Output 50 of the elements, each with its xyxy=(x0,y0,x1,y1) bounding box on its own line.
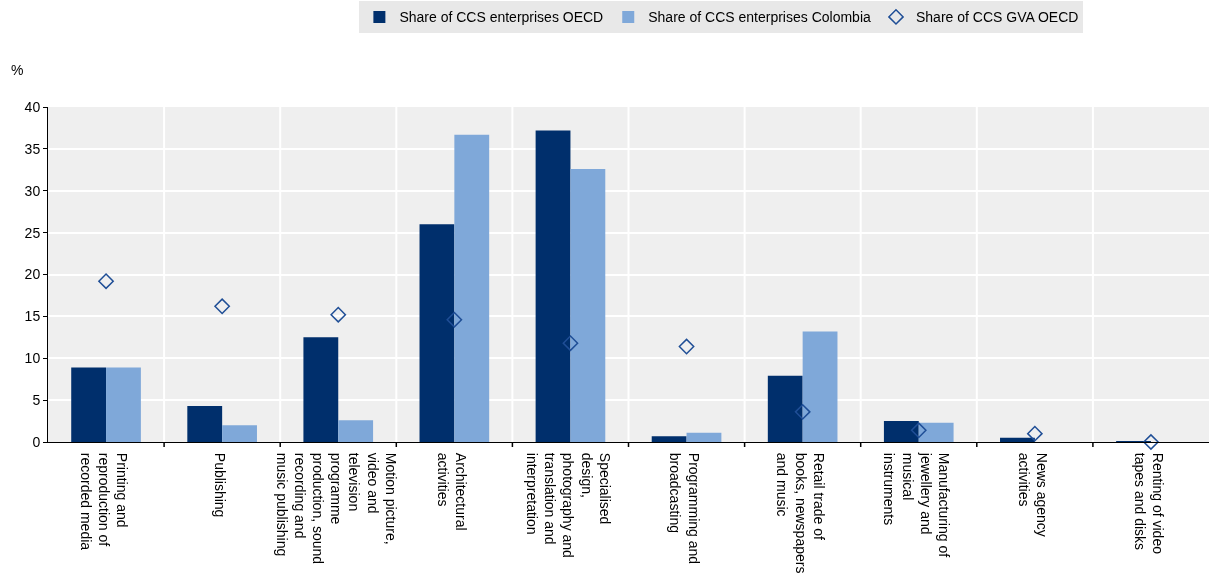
x-tick-label: News agency activities xyxy=(1015,452,1050,537)
bar xyxy=(187,405,223,442)
point xyxy=(1026,425,1043,442)
y-tick-label: 0 xyxy=(32,433,41,450)
y-tick-label: 40 xyxy=(24,98,41,115)
bar xyxy=(570,168,606,442)
bar xyxy=(651,436,687,442)
x-tick-label: Programming and broadcasting xyxy=(667,452,702,565)
legend-label: Share of CCS GVA OECD xyxy=(916,9,1079,26)
y-tick-label: 30 xyxy=(24,182,41,199)
x-tick-label: Architectural activities xyxy=(435,452,470,531)
bar xyxy=(106,367,141,442)
x-tick-label: Specialised design, photography and translation and interpretation xyxy=(524,452,613,558)
bar xyxy=(222,425,257,442)
point xyxy=(1143,434,1159,450)
bar xyxy=(454,134,490,442)
bar xyxy=(802,331,838,442)
legend-label: Share of CCS enterprises OECD xyxy=(399,9,604,26)
y-tick-label: 5 xyxy=(32,392,41,409)
bar xyxy=(686,432,722,442)
x-tick-label: Publishing xyxy=(212,452,229,518)
bar xyxy=(918,422,954,442)
point xyxy=(330,306,347,323)
point xyxy=(678,338,695,355)
point xyxy=(98,273,114,290)
x-tick-label: Manufacturing of jewellery and musical instruments xyxy=(881,451,953,558)
y-tick-label: 15 xyxy=(24,308,41,325)
x-tick-label: Renting of video tapes and disks xyxy=(1131,452,1167,555)
bar xyxy=(303,337,339,442)
point xyxy=(214,298,231,315)
bar xyxy=(71,367,107,442)
bar xyxy=(883,421,919,442)
legend-label: Share of CCS enterprises Colombia xyxy=(648,9,871,26)
y-tick-label: 20 xyxy=(24,266,41,283)
bar xyxy=(338,420,374,442)
x-tick-label: Retail trade of books, newspapers and music xyxy=(774,452,827,574)
bar xyxy=(767,375,803,442)
y-tick-label: 25 xyxy=(24,224,41,241)
point xyxy=(794,403,811,420)
point xyxy=(910,422,927,439)
bar xyxy=(535,130,571,442)
bar xyxy=(1000,437,1035,442)
x-tick-label: Motion picture, video and television programme production, sound recording and music publishing xyxy=(273,452,399,565)
y-tick-label: 10 xyxy=(24,350,41,367)
bar xyxy=(419,224,455,442)
point xyxy=(562,335,579,352)
point xyxy=(446,311,463,328)
y-tick-label: 35 xyxy=(24,140,41,157)
y-axis-title: % xyxy=(11,62,24,78)
x-tick-label: Printing and reproduction of recorded media xyxy=(77,452,131,551)
